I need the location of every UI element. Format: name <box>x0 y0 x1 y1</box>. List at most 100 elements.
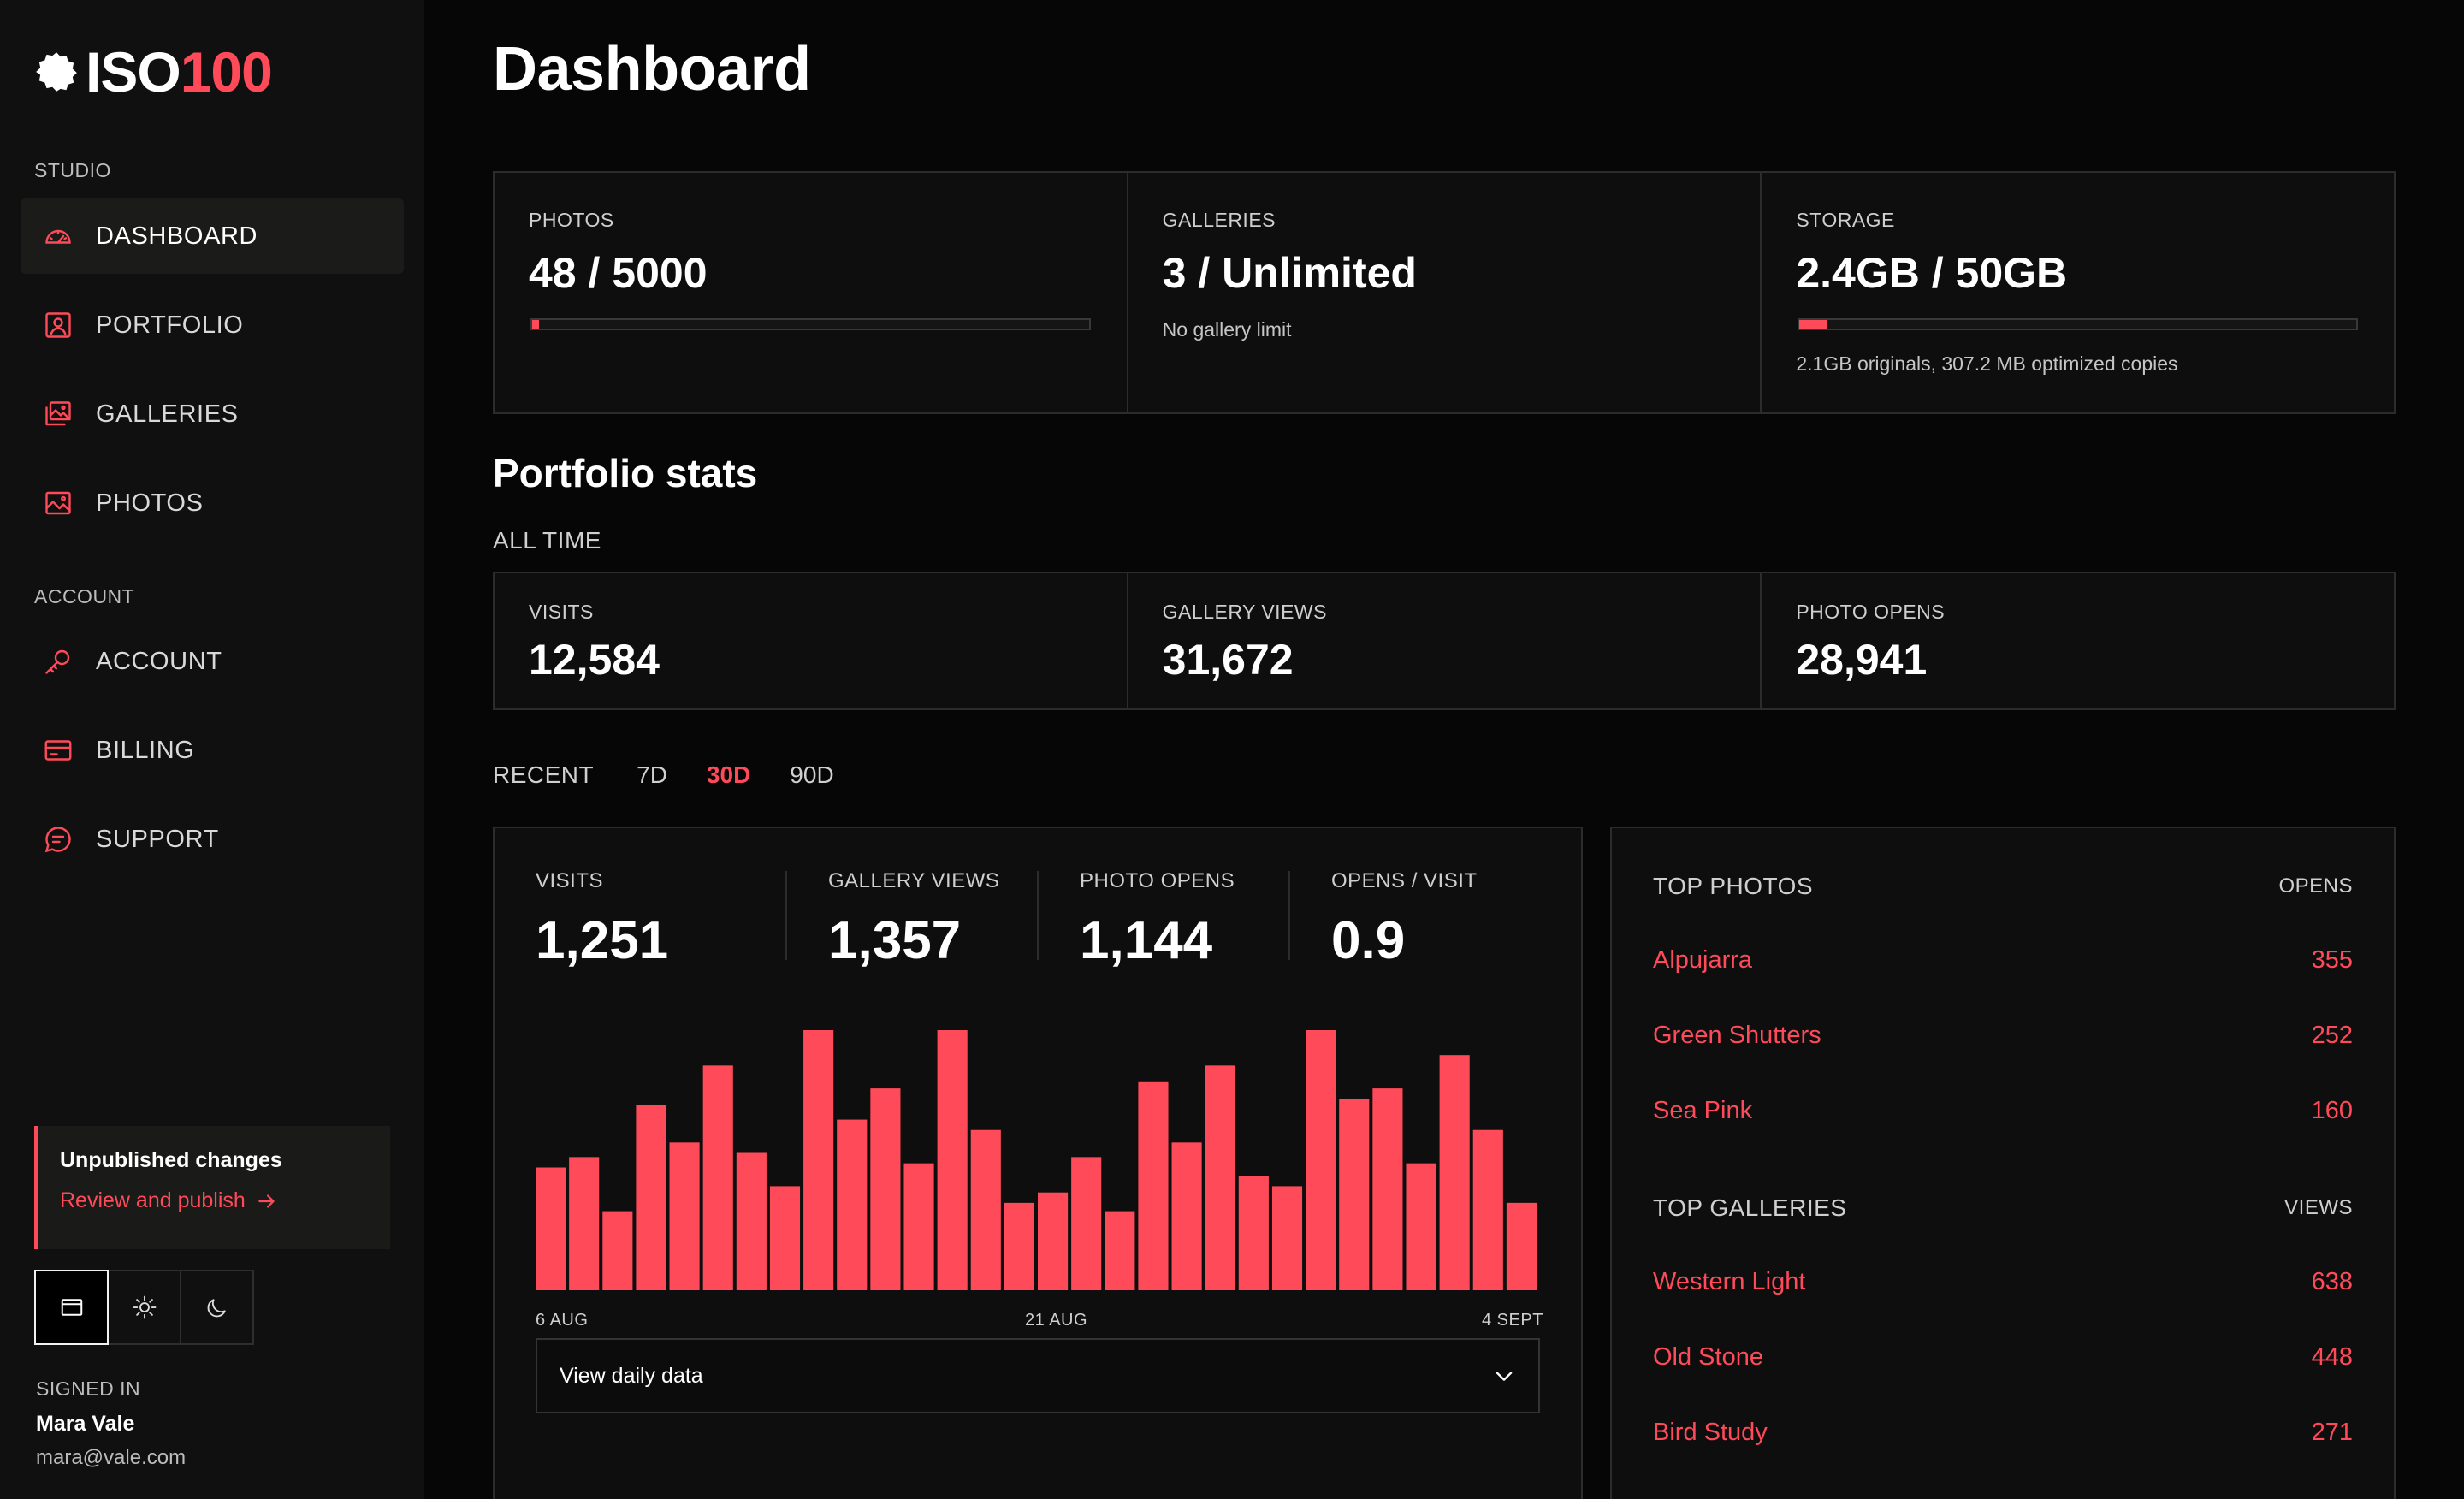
galleries-usage-note: No gallery limit <box>1162 318 1292 341</box>
daily-bar-chart <box>536 1030 1537 1290</box>
chart-bar[interactable] <box>1071 1157 1102 1290</box>
storage-usage-label: STORAGE <box>1796 209 1895 231</box>
tab-30d[interactable]: 30D <box>706 761 751 788</box>
nav-item-portfolio[interactable]: PORTFOLIO <box>21 287 404 363</box>
chart-bar[interactable] <box>1339 1099 1370 1290</box>
galleries-usage-card: GALLERIES 3 / Unlimited No gallery limit <box>1126 173 1761 412</box>
recent-photo-opens: PHOTO OPENS 1,144 <box>1080 869 1235 971</box>
chart-bar[interactable] <box>1171 1142 1202 1290</box>
top-photo-row[interactable]: Green Shutters 252 <box>1653 1022 2353 1050</box>
usage-cards: PHOTOS 48 / 5000 GALLERIES 3 / Unlimited… <box>493 171 2396 414</box>
nav-item-account[interactable]: ACCOUNT <box>21 624 404 699</box>
key-icon <box>45 649 70 674</box>
top-photos-column: OPENS <box>2278 874 2353 898</box>
arrow-right-icon <box>258 1194 275 1208</box>
chart-bar[interactable] <box>1205 1065 1235 1290</box>
chart-bar[interactable] <box>803 1030 834 1290</box>
photos-usage-value: 48 / 5000 <box>529 249 708 297</box>
nav-label-billing: BILLING <box>96 736 195 764</box>
user-name: Mara Vale <box>36 1412 135 1436</box>
notice-title: Unpublished changes <box>60 1148 282 1172</box>
nav-item-support[interactable]: SUPPORT <box>21 802 404 877</box>
review-publish-link[interactable]: Review and publish <box>60 1188 390 1213</box>
chart-bar[interactable] <box>769 1186 801 1290</box>
chart-bar[interactable] <box>1472 1129 1503 1290</box>
view-daily-data-select[interactable]: View daily data <box>536 1338 1540 1413</box>
chart-bar[interactable] <box>970 1129 1001 1290</box>
nav-item-galleries[interactable]: GALLERIES <box>21 376 404 452</box>
nav-label-account: ACCOUNT <box>96 647 222 675</box>
chart-bar[interactable] <box>736 1152 767 1290</box>
nav-item-billing[interactable]: BILLING <box>21 713 404 788</box>
top-gallery-name: Bird Study <box>1653 1419 1768 1446</box>
storage-usage-fill <box>1799 320 1827 329</box>
storage-usage-note: 2.1GB originals, 307.2 MB optimized copi… <box>1796 353 2178 375</box>
brand-logo[interactable]: ISO100 <box>34 39 273 104</box>
top-gallery-row[interactable]: Bird Study 271 <box>1653 1419 2353 1447</box>
metric-divider <box>1037 871 1039 960</box>
top-photo-name: Green Shutters <box>1653 1022 1821 1049</box>
chart-bar[interactable] <box>1406 1163 1436 1290</box>
top-photo-opens: 355 <box>2311 946 2353 974</box>
top-photo-row[interactable]: Sea Pink 160 <box>1653 1097 2353 1125</box>
signed-in-label: SIGNED IN <box>36 1378 141 1400</box>
all-time-photo-opens-value: 28,941 <box>1796 636 1928 684</box>
recent-photo-opens-label: PHOTO OPENS <box>1080 869 1235 892</box>
all-time-photo-opens: PHOTO OPENS 28,941 <box>1760 573 2394 708</box>
chart-bar[interactable] <box>1004 1202 1034 1290</box>
aperture-icon <box>36 52 77 92</box>
theme-dark-button[interactable] <box>180 1270 254 1345</box>
all-time-visits-label: VISITS <box>529 601 594 623</box>
brand-name: ISO100 <box>86 39 273 104</box>
top-galleries-column: VIEWS <box>2284 1196 2353 1219</box>
top-gallery-views: 448 <box>2311 1343 2353 1371</box>
chart-bar[interactable] <box>569 1157 600 1290</box>
x-tick-label: 6 AUG <box>536 1311 589 1330</box>
metric-divider <box>785 871 787 960</box>
top-gallery-row[interactable]: Western Light 638 <box>1653 1268 2353 1296</box>
chart-bar[interactable] <box>870 1088 901 1290</box>
chart-bar[interactable] <box>536 1167 566 1290</box>
chart-bar[interactable] <box>1271 1186 1303 1290</box>
recent-visits-value: 1,251 <box>536 911 669 970</box>
nav-item-dashboard[interactable]: DASHBOARD <box>21 198 404 274</box>
chart-bar[interactable] <box>1105 1211 1135 1290</box>
theme-switcher <box>34 1270 254 1345</box>
studio-section-label: STUDIO <box>34 159 111 181</box>
recent-gallery-views-label: GALLERY VIEWS <box>828 869 1000 892</box>
chart-bar[interactable] <box>1372 1088 1403 1290</box>
chart-bar[interactable] <box>602 1211 633 1290</box>
recent-opens-per-visit-label: OPENS / VISIT <box>1331 869 1478 892</box>
tab-90d[interactable]: 90D <box>790 761 834 788</box>
theme-system-button[interactable] <box>34 1270 109 1345</box>
top-photo-row[interactable]: Alpujarra 355 <box>1653 946 2353 975</box>
chart-bar[interactable] <box>837 1119 868 1290</box>
nav-item-photos[interactable]: PHOTOS <box>21 465 404 541</box>
chart-bar[interactable] <box>1506 1202 1537 1290</box>
portfolio-stats-period: ALL TIME <box>493 527 601 554</box>
chart-bar[interactable] <box>702 1065 733 1290</box>
chart-bar[interactable] <box>1138 1081 1169 1290</box>
tab-7d[interactable]: 7D <box>637 761 667 788</box>
photos-usage-fill <box>532 320 539 329</box>
photos-usage-bar <box>530 318 1091 330</box>
chart-bar[interactable] <box>903 1163 934 1290</box>
chart-bar[interactable] <box>636 1105 666 1290</box>
chart-bar[interactable] <box>1238 1176 1269 1290</box>
chart-bar[interactable] <box>1038 1192 1069 1290</box>
chart-bar[interactable] <box>1439 1055 1470 1290</box>
top-photos-title: TOP PHOTOS <box>1653 873 1814 899</box>
recent-visits: VISITS 1,251 <box>536 869 668 971</box>
top-gallery-row[interactable]: Old Stone 448 <box>1653 1343 2353 1372</box>
x-tick-label: 21 AUG <box>1025 1311 1088 1330</box>
chart-bar[interactable] <box>1306 1030 1336 1290</box>
chart-bar[interactable] <box>669 1142 700 1290</box>
x-tick-label: 4 SEPT <box>1482 1311 1543 1330</box>
all-time-visits-value: 12,584 <box>529 636 660 684</box>
sidebar: ISO100 STUDIO DASHBOARD PORTFOLIO GALLER… <box>0 0 424 1499</box>
theme-light-button[interactable] <box>107 1270 181 1345</box>
recent-opens-per-visit: OPENS / VISIT 0.9 <box>1331 869 1478 971</box>
account-section-label: ACCOUNT <box>34 585 135 607</box>
chart-bar[interactable] <box>937 1030 968 1290</box>
top-gallery-name: Western Light <box>1653 1268 1806 1295</box>
